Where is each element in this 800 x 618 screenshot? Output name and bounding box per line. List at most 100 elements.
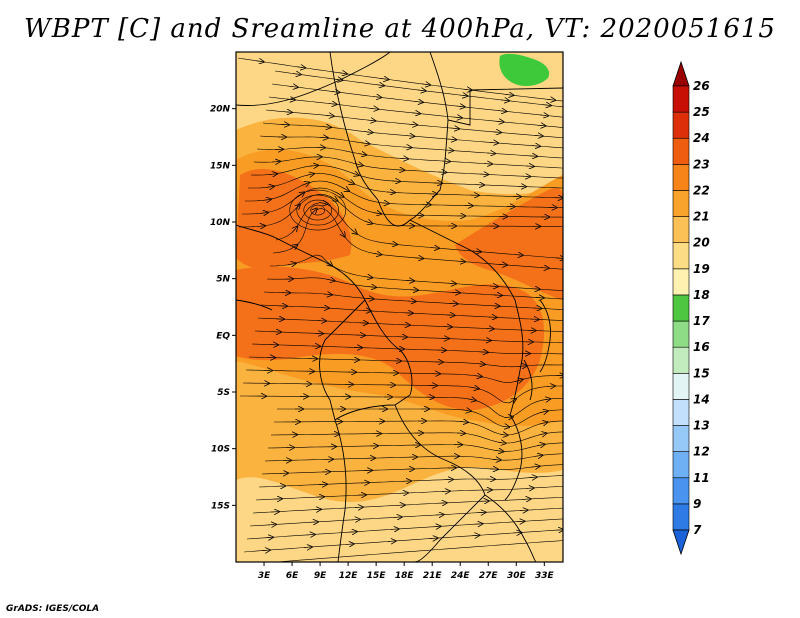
streamline-arrow bbox=[325, 261, 331, 265]
wbpt-fill-22-23-east bbox=[455, 188, 563, 300]
streamline-arrow bbox=[540, 115, 546, 116]
colorbar-label: 20 bbox=[693, 236, 710, 250]
streamline-arrow bbox=[453, 117, 460, 118]
streamline-arrow bbox=[291, 228, 296, 233]
streamline-arrow bbox=[310, 210, 315, 215]
streamline-arrow bbox=[373, 253, 379, 254]
lat-label: 5N bbox=[216, 275, 230, 285]
colorbar-segment bbox=[672, 346, 690, 374]
streamline-arrow bbox=[463, 89, 470, 90]
streamline-arrow bbox=[499, 434, 506, 435]
streamline-arrow bbox=[350, 229, 356, 233]
colorbar-segment bbox=[672, 111, 690, 139]
streamline-arrow bbox=[262, 200, 269, 201]
colorbar-label: 19 bbox=[693, 262, 710, 276]
streamline-arrow bbox=[361, 143, 368, 144]
colorbar-label: 9 bbox=[693, 497, 701, 511]
vortex-streamline bbox=[289, 189, 347, 231]
streamline bbox=[273, 540, 563, 562]
grads-credit: GrADS: IGES/COLA bbox=[6, 604, 100, 614]
streamline-arrow bbox=[495, 121, 502, 122]
colorbar-segment bbox=[672, 164, 690, 191]
colorbar-segment bbox=[672, 216, 690, 244]
streamline bbox=[252, 496, 563, 514]
colorbar: 7 9 11 12 13 14 15 16 17 18 19 20 21 22 23 24 25 26 bbox=[672, 60, 710, 556]
streamline-arrow bbox=[497, 442, 504, 443]
streamline-arrow bbox=[265, 187, 272, 188]
lon-label: 9E bbox=[314, 571, 327, 581]
colorbar-segment bbox=[672, 451, 690, 479]
streamline-arrow bbox=[373, 213, 379, 214]
colorbar-segment bbox=[672, 477, 690, 505]
streamline-arrow bbox=[505, 94, 512, 95]
colorbar-label: 13 bbox=[693, 419, 710, 433]
streamline-arrow bbox=[256, 226, 263, 227]
colorbar-label: 21 bbox=[693, 210, 710, 224]
streamline-arrow bbox=[412, 113, 418, 114]
streamline bbox=[240, 395, 563, 418]
wbpt-fill-17-18 bbox=[499, 53, 550, 86]
lon-label: 3E bbox=[258, 571, 271, 581]
map-axes: 3E 6E 9E 12E 15E 18E 21E 24E 27E 30E 33E 20N 15N 10N 5… bbox=[210, 105, 555, 581]
streamline-arrow bbox=[536, 445, 543, 446]
streamline-arrow bbox=[380, 78, 387, 79]
streamline-arrow bbox=[462, 410, 469, 411]
streamline-arrow bbox=[259, 213, 266, 214]
streamline-arrow bbox=[326, 279, 333, 280]
map-plot-area bbox=[236, 52, 563, 562]
streamline-arrow bbox=[528, 477, 535, 478]
streamline-arrow bbox=[547, 99, 553, 100]
streamline-arrow bbox=[268, 174, 275, 175]
colorbar-segment bbox=[672, 372, 690, 400]
colorbar-label: 14 bbox=[693, 392, 710, 406]
streamline-arrow bbox=[370, 108, 376, 109]
streamline-arrow bbox=[542, 105, 549, 106]
streamline-arrow bbox=[306, 174, 312, 175]
streamline-arrow bbox=[310, 166, 316, 167]
streamline-arrow bbox=[501, 426, 507, 427]
colorbar-segment bbox=[672, 399, 690, 426]
streamline bbox=[255, 486, 563, 501]
streamline-arrow bbox=[406, 136, 412, 137]
colorbar-segment bbox=[672, 242, 690, 270]
colorbar-label: 7 bbox=[693, 523, 702, 537]
streamline-arrow bbox=[336, 193, 342, 196]
streamline-arrow bbox=[297, 67, 303, 68]
streamline-arrow bbox=[531, 466, 538, 467]
colorbar-segment bbox=[672, 85, 690, 113]
colorbar-label: 11 bbox=[693, 471, 710, 485]
streamline-arrow bbox=[373, 96, 379, 97]
lon-label: 30E bbox=[507, 571, 527, 581]
streamline-arrow bbox=[283, 112, 290, 113]
streamline-arrow bbox=[338, 73, 345, 74]
streamline-arrow bbox=[358, 154, 364, 155]
streamline-arrow bbox=[319, 203, 326, 204]
streamline-arrow bbox=[341, 187, 347, 190]
streamline bbox=[254, 330, 563, 344]
streamline-arrow bbox=[368, 287, 374, 288]
streamline-arrow bbox=[476, 364, 483, 365]
colorbar-max-arrow bbox=[672, 60, 690, 87]
vortex-streamline bbox=[310, 204, 326, 216]
streamline-arrow bbox=[322, 127, 329, 128]
country-borders bbox=[236, 52, 563, 562]
streamline bbox=[272, 207, 563, 270]
lon-label: 21E bbox=[423, 571, 443, 581]
lon-label: 6E bbox=[286, 571, 299, 581]
lat-label: EQ bbox=[216, 331, 230, 341]
colorbar-min-arrow bbox=[672, 529, 690, 556]
streamline bbox=[243, 529, 563, 553]
streamline-arrow bbox=[473, 375, 480, 376]
colorbar-label: 12 bbox=[693, 445, 710, 459]
streamline-arrow bbox=[538, 434, 545, 435]
wbpt-fill-22-23-west bbox=[236, 169, 352, 269]
streamline-arrow bbox=[376, 85, 382, 86]
streamline-arrow bbox=[467, 399, 474, 400]
colorbar-label: 18 bbox=[693, 288, 710, 302]
streamline-arrow bbox=[287, 264, 294, 265]
lon-label: 27E bbox=[479, 571, 499, 581]
wbpt-fill-22-23-central bbox=[236, 266, 545, 411]
streamline-arrow bbox=[389, 244, 395, 245]
streamline-arrow bbox=[350, 173, 357, 175]
